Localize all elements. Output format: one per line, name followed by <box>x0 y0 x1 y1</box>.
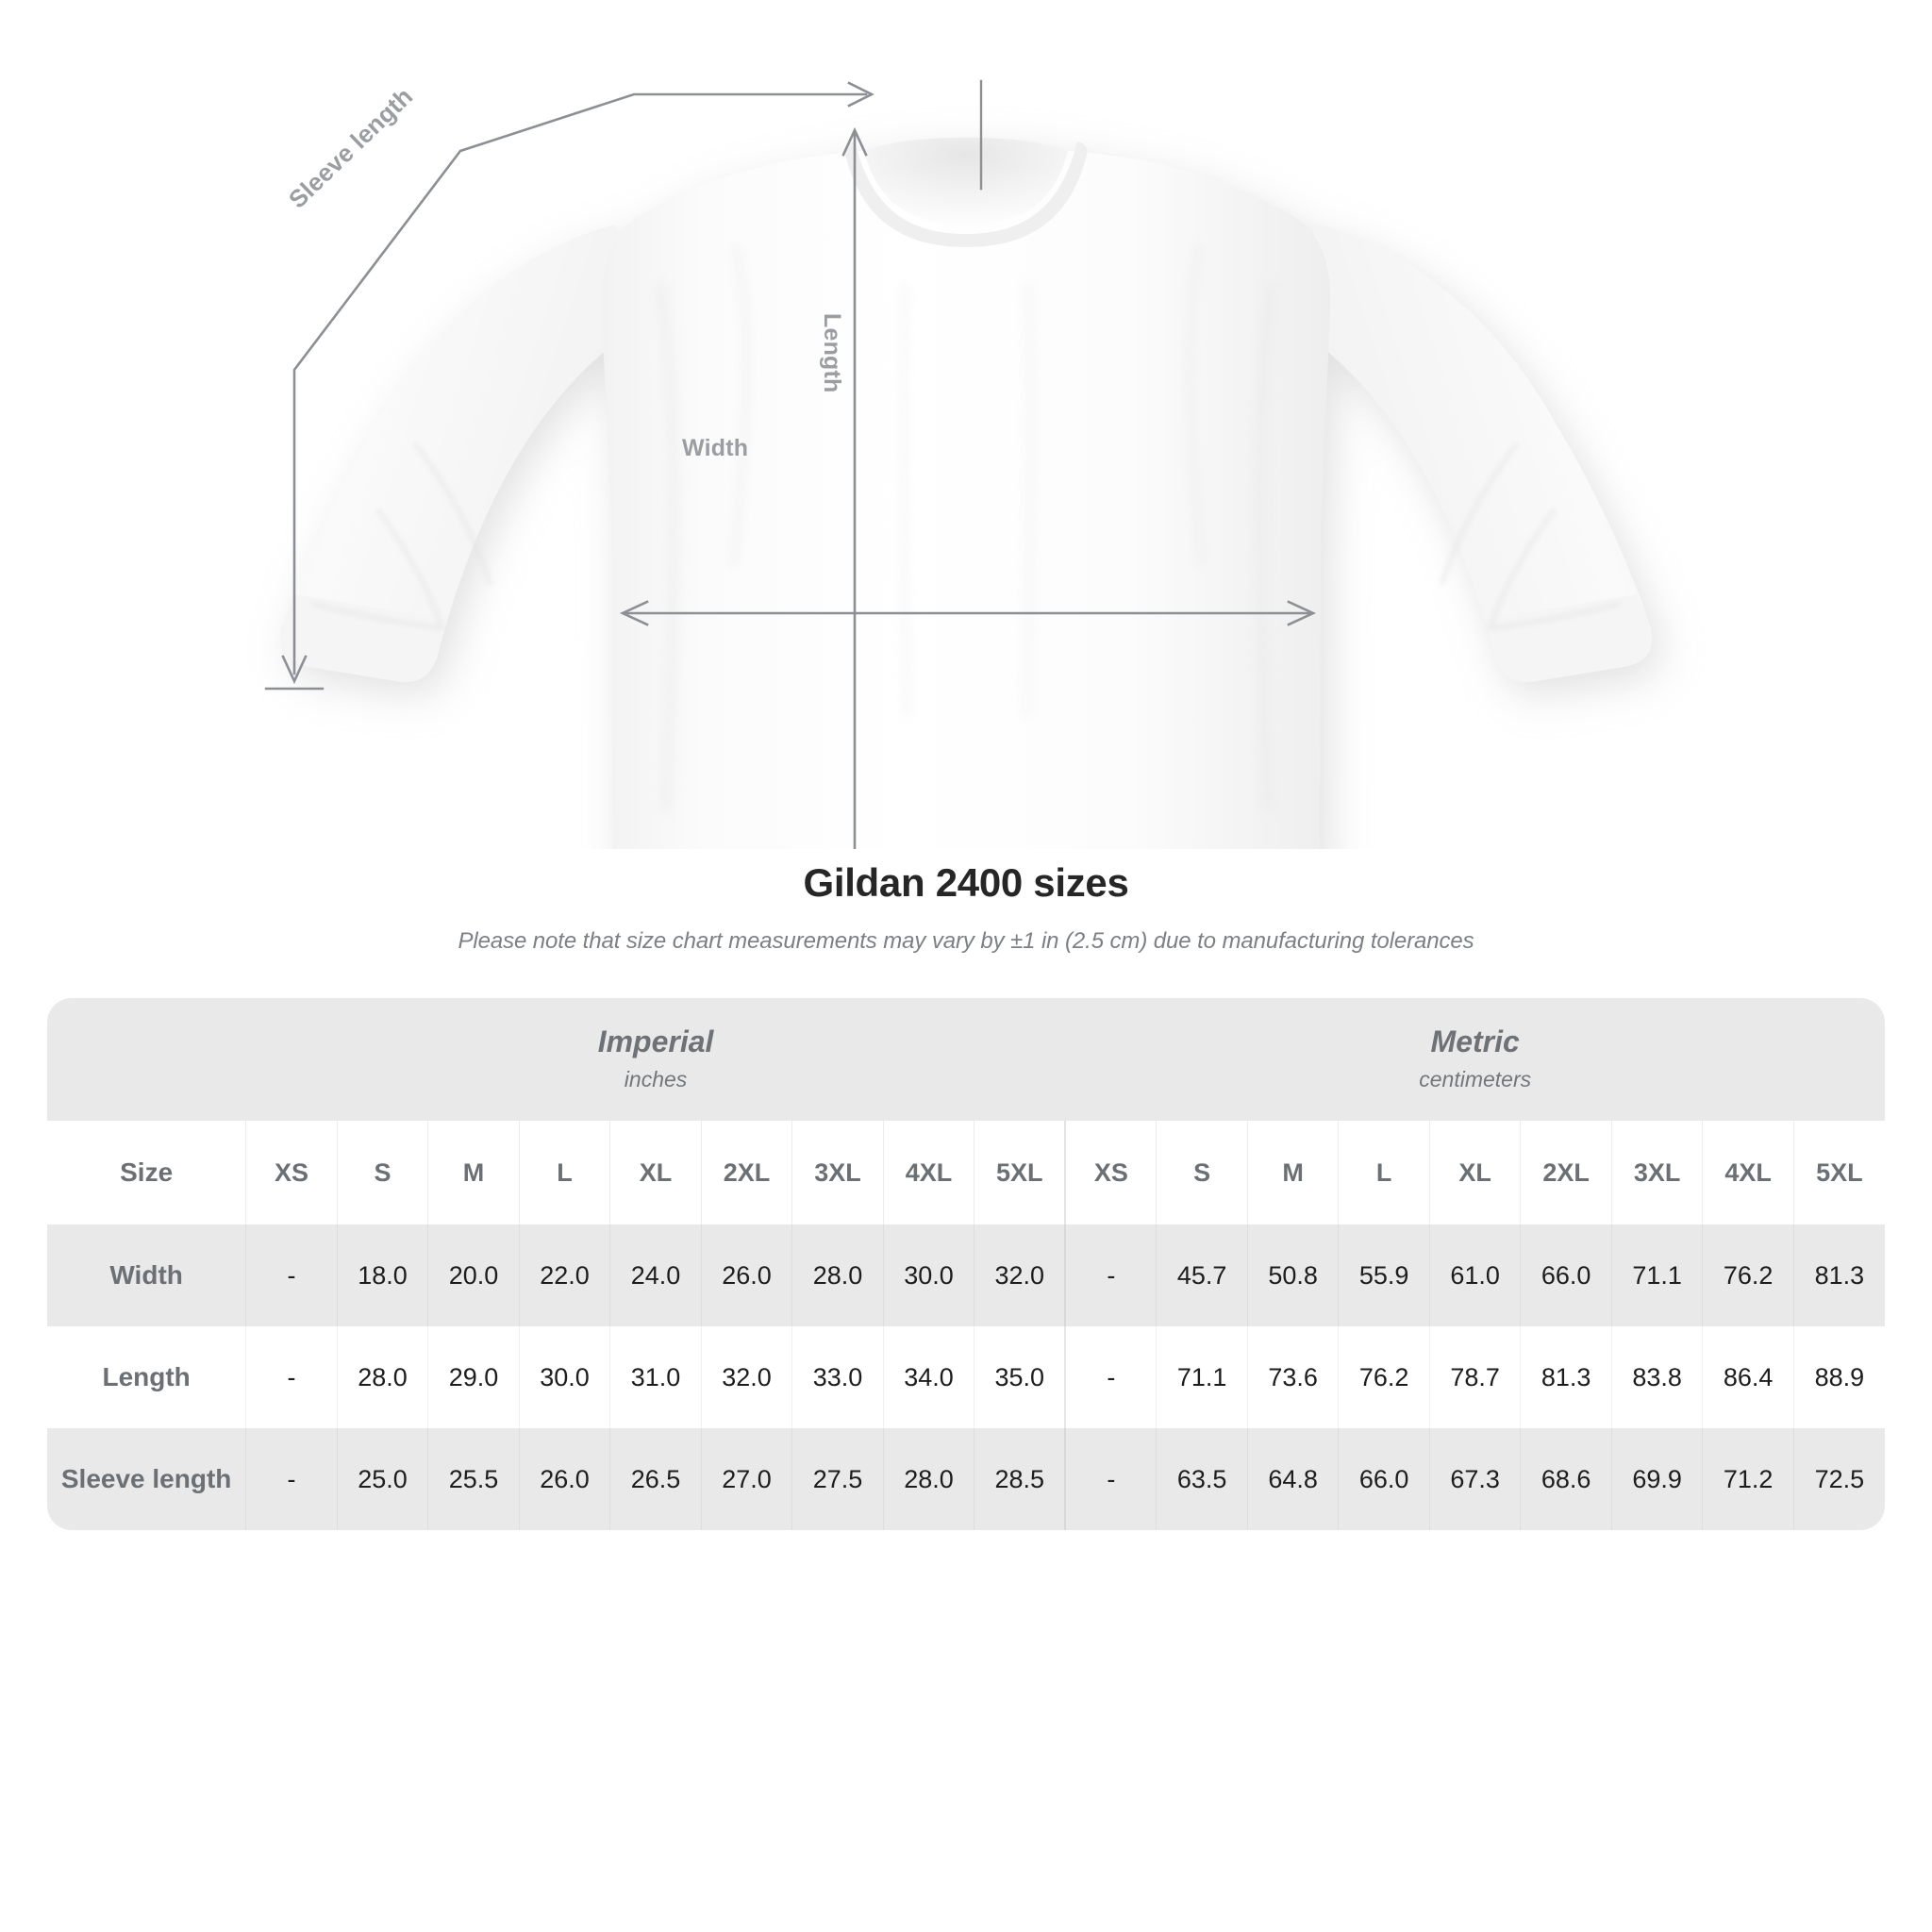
cell-width-metric-5xl: 81.3 <box>1792 1224 1885 1326</box>
cell-width-imperial-xs: - <box>245 1224 338 1326</box>
unit-group-imperial-sub: inches <box>624 1066 688 1091</box>
row-label-width: Width <box>47 1224 246 1326</box>
header-imperial-l: L <box>518 1121 610 1224</box>
header-imperial-3xl: 3XL <box>791 1121 884 1224</box>
cell-sleeve-metric-3xl: 69.9 <box>1610 1428 1703 1530</box>
table-row: Sleeve length - 25.0 25.5 26.0 26.5 27.0… <box>47 1428 1885 1530</box>
length-label: Length <box>819 313 845 393</box>
cell-width-imperial-s: 18.0 <box>336 1224 428 1326</box>
cell-width-imperial-4xl: 30.0 <box>882 1224 974 1326</box>
unit-banner-row: Imperial inches Metric centimeters <box>47 998 1885 1121</box>
cell-length-metric-3xl: 83.8 <box>1610 1326 1703 1428</box>
cell-sleeve-imperial-3xl: 27.5 <box>791 1428 884 1530</box>
cell-width-metric-m: 50.8 <box>1246 1224 1339 1326</box>
cell-width-metric-3xl: 71.1 <box>1610 1224 1703 1326</box>
cell-length-imperial-xs: - <box>245 1326 338 1428</box>
cell-length-metric-2xl: 81.3 <box>1520 1326 1612 1428</box>
page-subtitle: Please note that size chart measurements… <box>458 928 1474 954</box>
cell-width-imperial-3xl: 28.0 <box>791 1224 884 1326</box>
header-metric-5xl: 5XL <box>1792 1121 1885 1224</box>
cell-width-metric-4xl: 76.2 <box>1702 1224 1794 1326</box>
title-block: Gildan 2400 sizes Please note that size … <box>0 860 1932 955</box>
header-imperial-xl: XL <box>609 1121 702 1224</box>
table-row: Length - 28.0 29.0 30.0 31.0 32.0 33.0 3… <box>47 1326 1885 1428</box>
cell-length-imperial-3xl: 33.0 <box>791 1326 884 1428</box>
cell-length-imperial-xl: 31.0 <box>609 1326 702 1428</box>
header-imperial-2xl: 2XL <box>700 1121 792 1224</box>
cell-length-metric-xs: - <box>1064 1326 1157 1428</box>
header-imperial-s: S <box>336 1121 428 1224</box>
size-chart-table-wrap: Imperial inches Metric centimeters Size … <box>47 998 1885 1530</box>
cell-sleeve-metric-5xl: 72.5 <box>1792 1428 1885 1530</box>
cell-sleeve-imperial-s: 25.0 <box>336 1428 428 1530</box>
tshirt-artwork <box>279 138 1653 849</box>
row-label-length: Length <box>47 1326 246 1428</box>
cell-sleeve-imperial-5xl: 28.5 <box>974 1428 1066 1530</box>
header-metric-2xl: 2XL <box>1520 1121 1612 1224</box>
header-metric-m: M <box>1246 1121 1339 1224</box>
cell-width-metric-xs: - <box>1064 1224 1157 1326</box>
cell-width-imperial-5xl: 32.0 <box>974 1224 1066 1326</box>
unit-group-metric: Metric centimeters <box>1065 998 1885 1121</box>
cell-sleeve-imperial-xl: 26.5 <box>609 1428 702 1530</box>
header-imperial-4xl: 4XL <box>882 1121 974 1224</box>
cell-sleeve-metric-xl: 67.3 <box>1428 1428 1521 1530</box>
cell-width-metric-s: 45.7 <box>1156 1224 1248 1326</box>
cell-length-metric-l: 76.2 <box>1338 1326 1430 1428</box>
header-metric-3xl: 3XL <box>1610 1121 1703 1224</box>
row-label-sleeve-length: Sleeve length <box>47 1428 246 1530</box>
cell-length-imperial-2xl: 32.0 <box>700 1326 792 1428</box>
unit-group-metric-name: Metric <box>1430 1024 1520 1059</box>
cell-sleeve-imperial-2xl: 27.0 <box>700 1428 792 1530</box>
measurement-lines <box>264 79 1317 849</box>
cell-length-imperial-m: 29.0 <box>427 1326 520 1428</box>
table-row: Width - 18.0 20.0 22.0 24.0 26.0 28.0 30… <box>47 1224 1885 1326</box>
header-size-label: Size <box>47 1121 246 1224</box>
cell-sleeve-imperial-4xl: 28.0 <box>882 1428 974 1530</box>
unit-group-imperial-name: Imperial <box>597 1024 714 1059</box>
cell-sleeve-metric-m: 64.8 <box>1246 1428 1339 1530</box>
header-imperial-m: M <box>427 1121 520 1224</box>
cell-length-imperial-5xl: 35.0 <box>974 1326 1066 1428</box>
header-metric-xs: XS <box>1064 1121 1157 1224</box>
header-metric-s: S <box>1156 1121 1248 1224</box>
cell-length-metric-5xl: 88.9 <box>1792 1326 1885 1428</box>
header-metric-xl: XL <box>1428 1121 1521 1224</box>
cell-length-imperial-l: 30.0 <box>518 1326 610 1428</box>
header-imperial-xs: XS <box>245 1121 338 1224</box>
cell-sleeve-metric-xs: - <box>1064 1428 1157 1530</box>
cell-sleeve-metric-s: 63.5 <box>1156 1428 1248 1530</box>
cell-width-imperial-m: 20.0 <box>427 1224 520 1326</box>
cell-width-metric-l: 55.9 <box>1338 1224 1430 1326</box>
cell-length-metric-xl: 78.7 <box>1428 1326 1521 1428</box>
cell-sleeve-metric-2xl: 68.6 <box>1520 1428 1612 1530</box>
page-title: Gildan 2400 sizes <box>803 860 1129 905</box>
cell-width-metric-2xl: 66.0 <box>1520 1224 1612 1326</box>
cell-width-imperial-2xl: 26.0 <box>700 1224 792 1326</box>
cell-length-metric-s: 71.1 <box>1156 1326 1248 1428</box>
unit-group-metric-sub: centimeters <box>1419 1066 1532 1091</box>
unit-group-imperial: Imperial inches <box>245 998 1066 1121</box>
cell-width-imperial-xl: 24.0 <box>609 1224 702 1326</box>
garment-illustration: Sleeve length Length Width <box>0 0 1932 849</box>
cell-sleeve-imperial-xs: - <box>245 1428 338 1530</box>
header-metric-4xl: 4XL <box>1702 1121 1794 1224</box>
cell-length-imperial-4xl: 34.0 <box>882 1326 974 1428</box>
header-metric-l: L <box>1338 1121 1430 1224</box>
size-chart-table: Imperial inches Metric centimeters Size … <box>47 998 1885 1530</box>
cell-sleeve-metric-l: 66.0 <box>1338 1428 1430 1530</box>
size-header-row: Size XS S M L XL 2XL 3XL 4XL 5XL XS S M … <box>47 1121 1885 1224</box>
cell-sleeve-imperial-l: 26.0 <box>518 1428 610 1530</box>
cell-sleeve-metric-4xl: 71.2 <box>1702 1428 1794 1530</box>
cell-length-metric-4xl: 86.4 <box>1702 1326 1794 1428</box>
cell-length-imperial-s: 28.0 <box>336 1326 428 1428</box>
unit-banner-spacer <box>47 998 246 1121</box>
cell-width-imperial-l: 22.0 <box>518 1224 610 1326</box>
header-imperial-5xl: 5XL <box>974 1121 1066 1224</box>
cell-length-metric-m: 73.6 <box>1246 1326 1339 1428</box>
cell-sleeve-imperial-m: 25.5 <box>427 1428 520 1530</box>
cell-width-metric-xl: 61.0 <box>1428 1224 1521 1326</box>
width-label: Width <box>682 435 749 461</box>
